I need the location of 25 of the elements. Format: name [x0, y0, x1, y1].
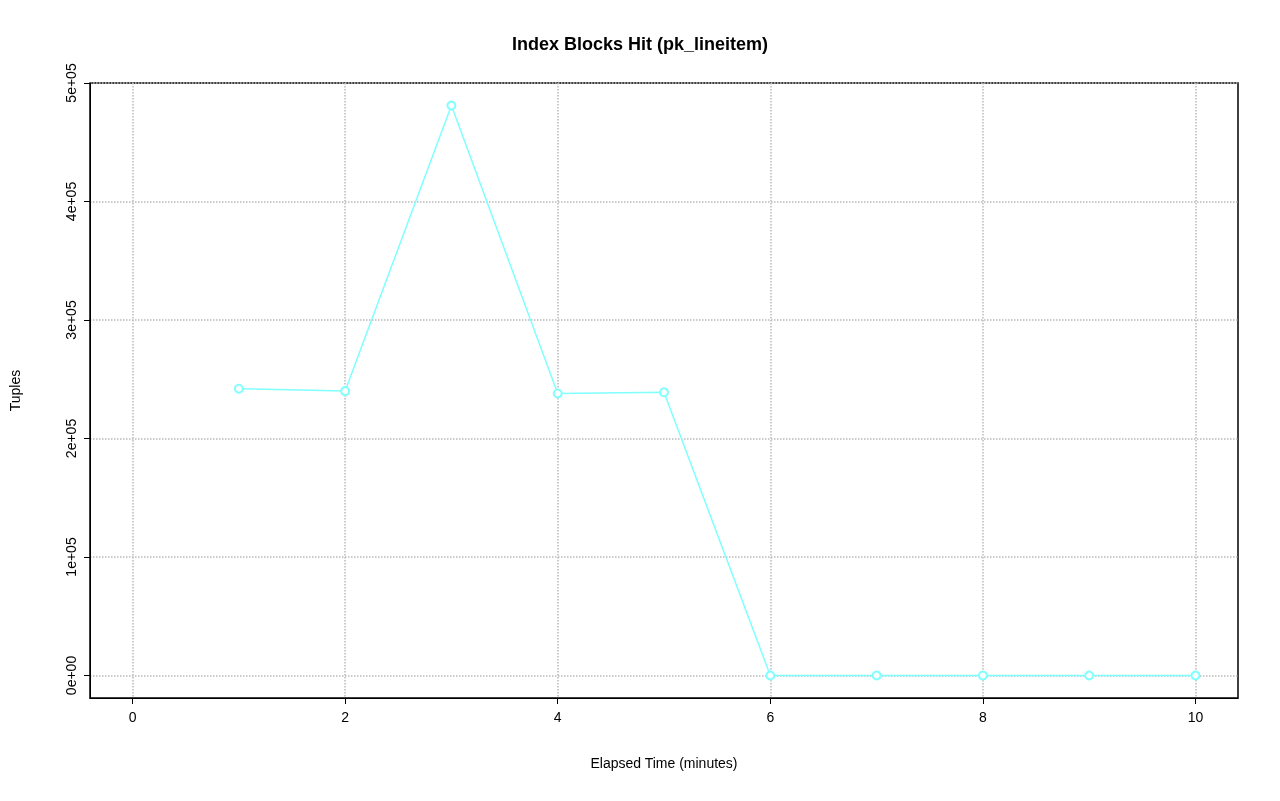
x-tick-label: 4 — [553, 709, 562, 725]
y-tick-label: 4e+05 — [63, 181, 79, 222]
x-axis-title: Elapsed Time (minutes) — [590, 755, 738, 771]
y-tick-label: 0e+00 — [63, 655, 79, 696]
y-tick-label: 1e+05 — [63, 537, 79, 577]
y-tick-label: 5e+05 — [63, 63, 79, 103]
point — [233, 383, 244, 394]
point — [446, 100, 457, 111]
point — [659, 387, 669, 398]
y-tick-label: 2e+05 — [63, 418, 79, 459]
chart-title: Index Blocks Hit (pk_lineitem) — [511, 34, 769, 54]
point — [340, 386, 351, 397]
point — [871, 670, 882, 681]
x-tick-label: 2 — [341, 709, 350, 725]
point — [765, 670, 776, 681]
y-axis-title: Tuples — [7, 369, 23, 412]
x-tick-label: 0 — [128, 709, 137, 725]
point — [1190, 670, 1201, 681]
x-tick-label: 10 — [1187, 709, 1204, 725]
x-tick-label: 8 — [978, 709, 987, 725]
x-tick-label: 6 — [766, 709, 775, 725]
y-tick-label: 3e+05 — [63, 300, 79, 340]
point — [1084, 670, 1095, 681]
point — [977, 670, 988, 681]
point — [552, 388, 563, 399]
